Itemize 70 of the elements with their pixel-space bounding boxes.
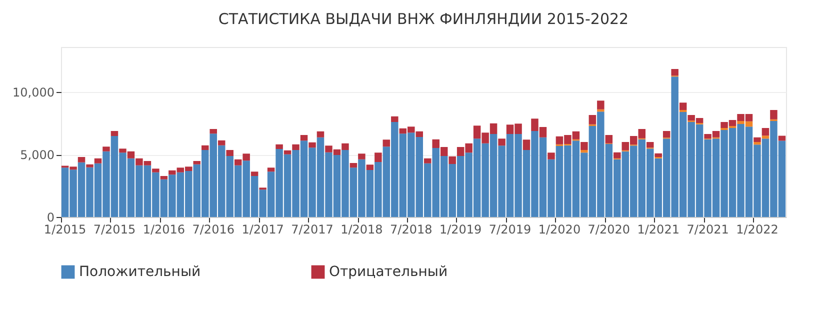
bar (762, 128, 770, 136)
x-tick-label: 1/2021 (637, 222, 680, 236)
bar (646, 142, 654, 148)
bar (391, 116, 398, 122)
bar (424, 158, 432, 164)
bar (350, 163, 358, 168)
x-tick-label: 1/2019 (439, 222, 482, 236)
bar (614, 152, 621, 158)
bar (448, 156, 456, 164)
x-tick-label: 7/2015 (93, 222, 136, 236)
bar (654, 153, 662, 157)
x-tick-label: 1/2022 (736, 222, 778, 236)
x-tick-label: 7/2018 (390, 222, 432, 236)
bar (94, 158, 102, 164)
bar (605, 135, 613, 144)
x-tick-label: 7/2017 (291, 222, 334, 236)
bar (754, 142, 761, 145)
bar (522, 140, 530, 150)
legend-label: Положительный (79, 264, 201, 280)
y-tick-label: 0 (46, 210, 54, 224)
x-tick-label: 1/2017 (242, 222, 284, 236)
bar (300, 135, 308, 141)
bar (597, 109, 604, 112)
bar (498, 138, 506, 146)
bar (754, 137, 761, 142)
x-tick-label: 7/2021 (686, 222, 729, 236)
bar (770, 110, 778, 120)
bar (316, 131, 324, 138)
y-tick-label: 5,000 (20, 148, 54, 162)
bar (250, 172, 258, 176)
x-tick-label: 7/2020 (588, 222, 630, 236)
bar (366, 164, 374, 170)
chart-title: СТАТИСТИКА ВЫДАЧИ ВНЖ ФИНЛЯНДИИ 2015-2022 (218, 10, 629, 28)
bar (267, 168, 275, 172)
bar (193, 161, 201, 164)
bar (778, 136, 786, 141)
bar (284, 150, 292, 154)
bar (308, 142, 316, 148)
bar (671, 69, 678, 76)
bar (374, 152, 382, 162)
x-tick-label: 1/2016 (142, 222, 186, 236)
bar (548, 152, 555, 160)
bar (210, 129, 217, 134)
x-tick-label: 7/2016 (192, 222, 234, 236)
bar (597, 100, 604, 110)
bar (382, 140, 390, 147)
bar (102, 146, 110, 152)
bar (276, 144, 283, 149)
bar (358, 154, 366, 160)
bar (580, 150, 588, 153)
bar (662, 131, 670, 138)
bar (292, 144, 300, 150)
bar (110, 131, 118, 136)
bar (202, 145, 209, 150)
bar (580, 142, 588, 150)
bar (679, 102, 687, 110)
bar (762, 136, 770, 139)
x-tick-label: 1/2020 (538, 222, 581, 236)
bar (160, 176, 168, 180)
x-tick-label: 7/2019 (488, 222, 532, 236)
bar (78, 157, 86, 162)
y-tick-label: 10,000 (12, 86, 54, 100)
bar (86, 164, 94, 168)
legend-label: Отрицательный (329, 264, 448, 280)
x-tick-label: 1/2015 (44, 222, 86, 236)
bar (152, 168, 160, 172)
x-tick-label: 1/2018 (340, 222, 383, 236)
bar (226, 150, 234, 156)
bar (588, 115, 596, 124)
bar (218, 140, 226, 146)
